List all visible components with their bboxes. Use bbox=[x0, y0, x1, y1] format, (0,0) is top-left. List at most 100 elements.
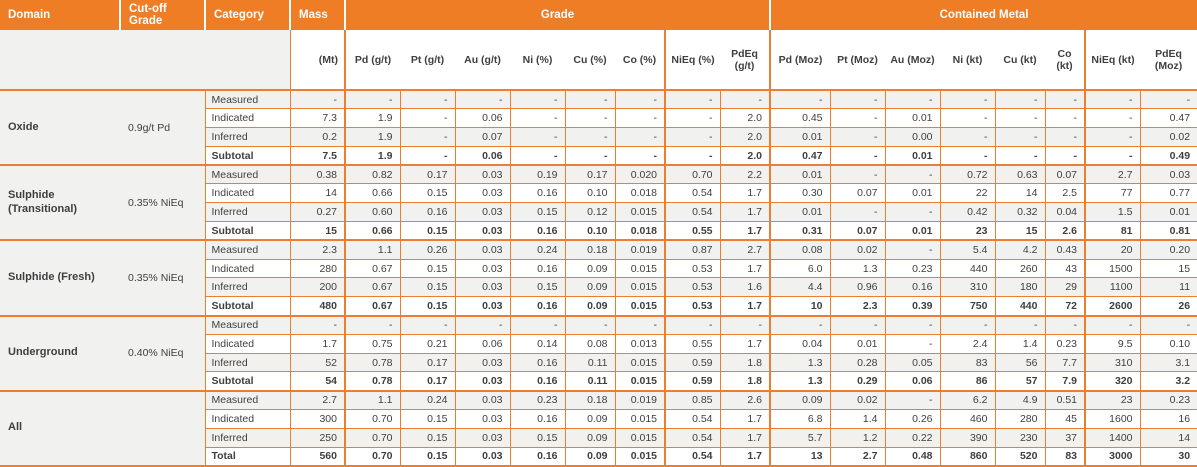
grade-cell: 0.16 bbox=[509, 352, 565, 372]
col-header-mass: Mass bbox=[290, 0, 346, 30]
metal-cell: - bbox=[769, 314, 830, 335]
grade-cell: 2.2 bbox=[719, 164, 770, 184]
metal-cell: 16 bbox=[1139, 409, 1197, 429]
grade-cell: 0.78 bbox=[344, 352, 400, 372]
mass-cell: 7.5 bbox=[289, 145, 345, 166]
grade-cell: 0.15 bbox=[399, 258, 455, 278]
table-header: Domain Cut-off Grade Category Mass Grade… bbox=[0, 0, 1197, 90]
metal-cell: 0.02 bbox=[829, 239, 885, 260]
metal-cell: 15 bbox=[994, 221, 1045, 241]
grade-cell: 0.09 bbox=[564, 427, 615, 448]
metal-cell: 9.5 bbox=[1084, 333, 1140, 354]
table-row: Indicated 7.3 1.9-0.06- - - -2.0 0.45-0.01- - - -… bbox=[0, 108, 1197, 128]
unit-header-5: Cu (%) bbox=[565, 30, 615, 90]
unit-header-10: Pt (Moz) bbox=[830, 30, 885, 90]
grade-cell: 0.15 bbox=[399, 409, 455, 429]
metal-cell: 3.2 bbox=[1139, 371, 1197, 391]
metal-cell: 0.02 bbox=[1139, 127, 1197, 147]
metal-cell: 0.07 bbox=[829, 221, 885, 241]
metal-cell: - bbox=[1084, 108, 1140, 128]
metal-cell: 45 bbox=[1044, 409, 1085, 429]
mass-cell: 0.2 bbox=[289, 127, 345, 147]
grade-cell: 0.03 bbox=[454, 409, 510, 429]
grade-cell: 0.66 bbox=[344, 221, 400, 241]
metal-cell: - bbox=[1044, 314, 1085, 335]
col-header-domain: Domain bbox=[0, 0, 121, 30]
grade-cell: 1.9 bbox=[344, 127, 400, 147]
grade-cell: 0.10 bbox=[564, 183, 615, 203]
metal-cell: 860 bbox=[939, 446, 995, 466]
unit-header-11: Au (Moz) bbox=[885, 30, 940, 90]
table-row: Subtotal 54 0.78 0.17 0.03 0.16 0.11 0.015 0.59 1… bbox=[0, 371, 1197, 391]
metal-cell: - bbox=[1084, 145, 1140, 166]
grade-cell: 1.6 bbox=[719, 277, 770, 297]
metal-cell: 83 bbox=[1044, 446, 1085, 466]
grade-cell: - bbox=[344, 314, 400, 335]
category-cell: Indicated bbox=[204, 258, 290, 278]
grade-cell: - bbox=[564, 314, 615, 335]
metal-cell: 310 bbox=[939, 277, 995, 297]
grade-cell: 0.54 bbox=[664, 409, 720, 429]
grade-cell: - bbox=[719, 89, 770, 109]
grade-cell: - bbox=[664, 145, 720, 166]
grade-cell: 0.03 bbox=[454, 352, 510, 372]
metal-cell: 2.4 bbox=[939, 333, 995, 354]
grade-cell: 0.16 bbox=[509, 446, 565, 466]
col-group-contained-metal: Contained Metal bbox=[770, 0, 1197, 30]
grade-cell: 1.9 bbox=[344, 108, 400, 128]
units-row: (Mt) Pd (g/t) Pt (g/t) Au (g/t) Ni (%) Cu (%)… bbox=[0, 30, 1197, 90]
grade-cell: 0.16 bbox=[509, 221, 565, 241]
grade-cell: 0.020 bbox=[614, 164, 665, 184]
metal-cell: 81 bbox=[1084, 221, 1140, 241]
grade-cell: 0.08 bbox=[564, 333, 615, 354]
metal-cell: 6.2 bbox=[939, 389, 995, 410]
metal-cell: 2.3 bbox=[829, 296, 885, 316]
metal-cell: 6.0 bbox=[769, 258, 830, 278]
mass-cell: 280 bbox=[289, 258, 345, 278]
grade-cell: 0.70 bbox=[344, 427, 400, 448]
grade-cell: 0.09 bbox=[564, 296, 615, 316]
metal-cell: 7.9 bbox=[1044, 371, 1085, 391]
grade-cell: 0.75 bbox=[344, 333, 400, 354]
metal-cell: 0.00 bbox=[884, 127, 940, 147]
header-spacer bbox=[0, 30, 290, 90]
table-row: Inferred 52 0.78 0.17 0.03 0.16 0.11 0.015 0.59 1… bbox=[0, 352, 1197, 372]
grade-cell: 0.60 bbox=[344, 202, 400, 222]
metal-cell: 0.96 bbox=[829, 277, 885, 297]
metal-cell: 2.6 bbox=[1044, 221, 1085, 241]
table-row: Subtotal 480 0.67 0.15 0.03 0.16 0.09 0.015 0.53… bbox=[0, 296, 1197, 316]
category-cell: Subtotal bbox=[204, 145, 290, 166]
metal-cell: 0.01 bbox=[1139, 202, 1197, 222]
metal-cell: - bbox=[1044, 145, 1085, 166]
grade-cell: 0.03 bbox=[454, 446, 510, 466]
metal-cell: 230 bbox=[994, 427, 1045, 448]
mass-cell: 1.7 bbox=[289, 333, 345, 354]
grade-cell: 0.18 bbox=[564, 389, 615, 410]
grade-cell: - bbox=[399, 145, 455, 166]
unit-header-15: NiEq (kt) bbox=[1084, 30, 1140, 90]
metal-cell: 10 bbox=[769, 296, 830, 316]
grade-cell: 0.03 bbox=[454, 371, 510, 391]
metal-cell: - bbox=[994, 89, 1045, 109]
metal-cell: - bbox=[829, 164, 885, 184]
domain-cell: All bbox=[0, 389, 120, 466]
metal-cell: 1.3 bbox=[769, 352, 830, 372]
table-row: All Measured 2.7 1.1 0.24 0.03 0.23 0.18 0.019 0.… bbox=[0, 389, 1197, 466]
grade-cell: 0.16 bbox=[509, 371, 565, 391]
table-row: Indicated 280 0.67 0.15 0.03 0.16 0.09 0.015 0.5… bbox=[0, 258, 1197, 278]
metal-cell: 0.20 bbox=[1139, 239, 1197, 260]
category-cell: Inferred bbox=[204, 127, 290, 147]
grade-cell: 0.03 bbox=[454, 258, 510, 278]
unit-header-9: Pd (Moz) bbox=[769, 30, 830, 90]
grade-cell: 0.10 bbox=[564, 221, 615, 241]
metal-cell: 0.01 bbox=[829, 333, 885, 354]
metal-cell: 14 bbox=[994, 183, 1045, 203]
metal-cell: - bbox=[884, 239, 940, 260]
grade-cell: 0.26 bbox=[399, 239, 455, 260]
metal-cell: 23 bbox=[1084, 389, 1140, 410]
mass-cell: 54 bbox=[289, 371, 345, 391]
metal-cell: - bbox=[829, 127, 885, 147]
metal-cell: 43 bbox=[1044, 258, 1085, 278]
grade-cell: 0.015 bbox=[614, 352, 665, 372]
metal-cell: 0.48 bbox=[884, 446, 940, 466]
